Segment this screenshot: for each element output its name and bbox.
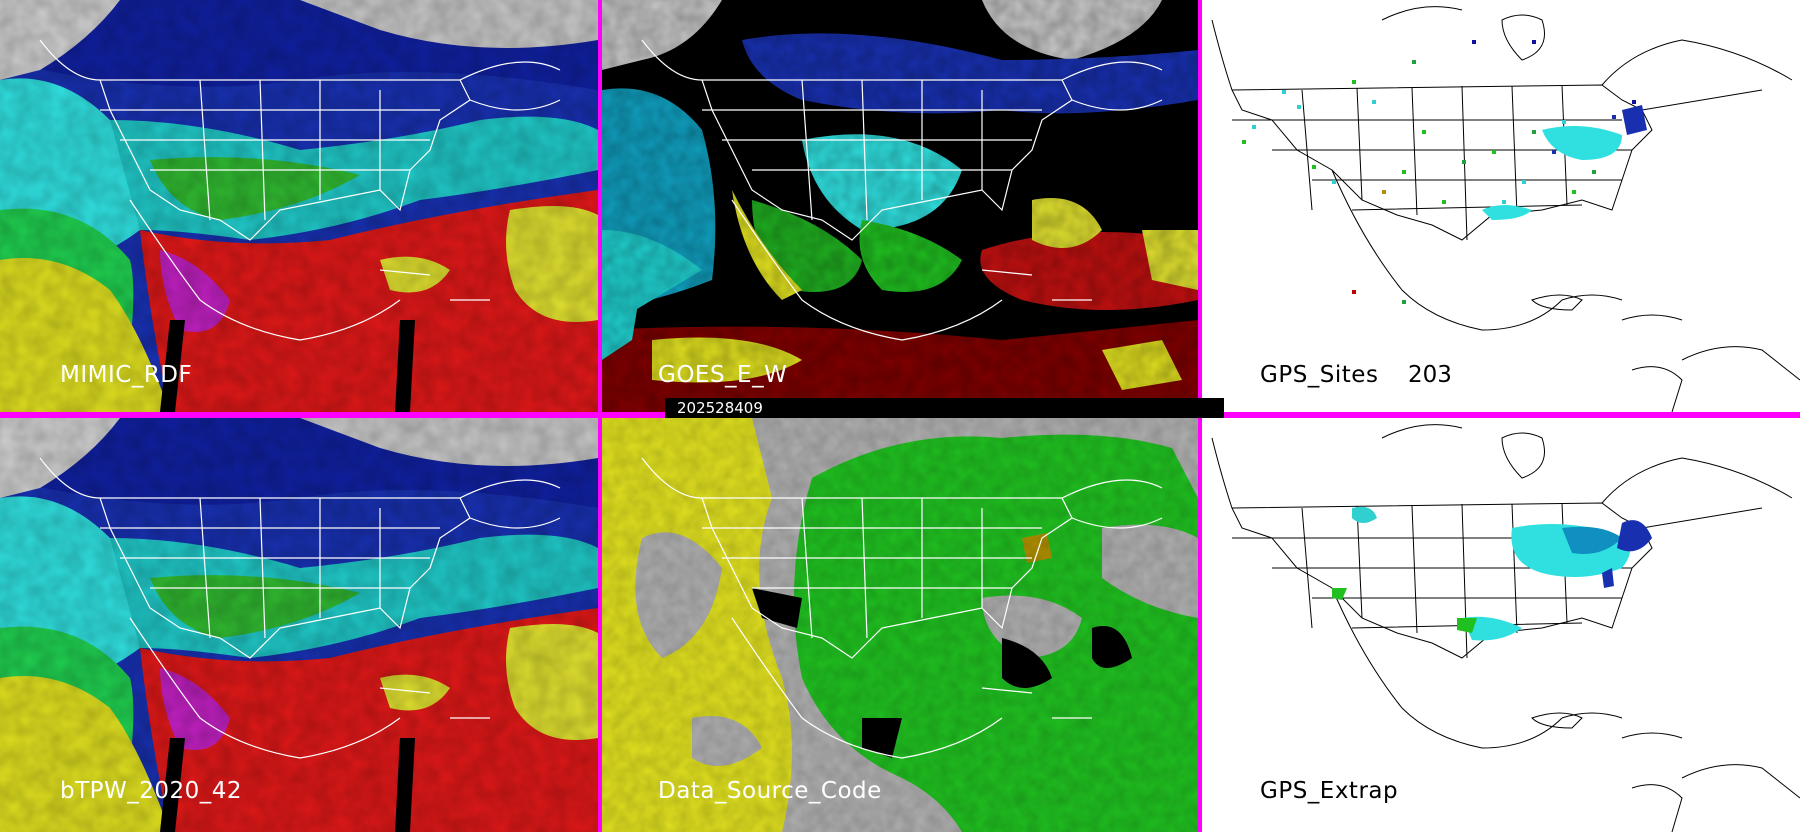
gps-site-count: 203 — [1408, 362, 1452, 388]
panel-data-source-code[interactable]: Data_Source_Code — [602, 418, 1198, 832]
panel-gps-extrap[interactable]: GPS_Extrap — [1202, 418, 1800, 832]
panel-label: MIMIC_RDF — [60, 362, 193, 388]
panel-gps-sites[interactable]: GPS_Sites 203 — [1202, 0, 1800, 412]
panel-label: GOES_E_W — [658, 362, 788, 388]
timestamp-bar: 202528409 — [665, 398, 1224, 418]
panel-label: bTPW_2020_42 — [60, 778, 243, 804]
panel-btpw[interactable]: bTPW_2020_42 — [0, 418, 598, 832]
goes-map-image — [602, 0, 1198, 412]
panel-label: GPS_Sites — [1260, 362, 1379, 388]
panel-label: GPS_Extrap — [1260, 778, 1399, 804]
data-source-map-image — [602, 418, 1198, 832]
gps-sites-map-image — [1202, 0, 1800, 412]
btpw-map-image — [0, 418, 598, 832]
tpw-map-image — [0, 0, 598, 412]
panel-goes-e-w[interactable]: GOES_E_W — [602, 0, 1198, 412]
panel-mimic-rdf[interactable]: MIMIC_RDF — [0, 0, 598, 412]
gps-extrap-fields — [1332, 506, 1652, 641]
gps-site-markers — [1242, 40, 1647, 304]
panel-label: Data_Source_Code — [658, 778, 882, 804]
gps-extrap-map-image — [1202, 418, 1800, 832]
